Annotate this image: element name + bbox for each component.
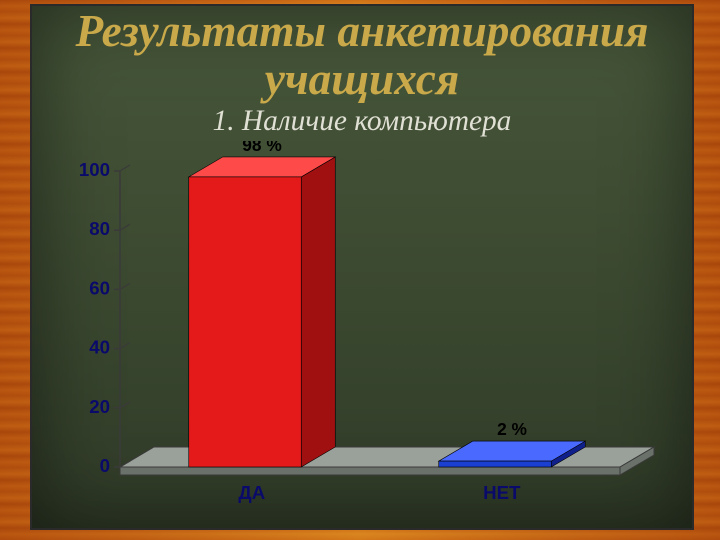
ytick-label: 80 — [89, 218, 110, 239]
ytick-label: 40 — [89, 337, 110, 358]
bar-front — [189, 177, 302, 467]
slide-title: Результаты анкетирования учащихся — [32, 8, 692, 103]
category-label: НЕТ — [483, 482, 521, 503]
chalkboard: Результаты анкетирования учащихся 1. Нал… — [30, 4, 694, 530]
slide-subtitle: 1. Наличие компьютера — [32, 105, 692, 138]
ytick-label: 100 — [79, 159, 110, 180]
category-label: ДА — [238, 482, 265, 503]
chart-container: 0 20 40 60 80 100 98 % ДА 2 % НЕТ — [50, 141, 674, 521]
ytick-label: 60 — [89, 277, 110, 298]
bar-chart-3d: 0 20 40 60 80 100 98 % ДА 2 % НЕТ — [50, 141, 674, 521]
ytick-label: 20 — [89, 396, 110, 417]
wood-background: Результаты анкетирования учащихся 1. Нал… — [0, 0, 720, 540]
bar-value-label: 2 % — [497, 419, 527, 439]
bar-side — [301, 157, 335, 467]
ytick-label: 0 — [100, 455, 110, 476]
bar-value-label: 98 % — [242, 141, 282, 155]
bar-front — [439, 461, 552, 467]
